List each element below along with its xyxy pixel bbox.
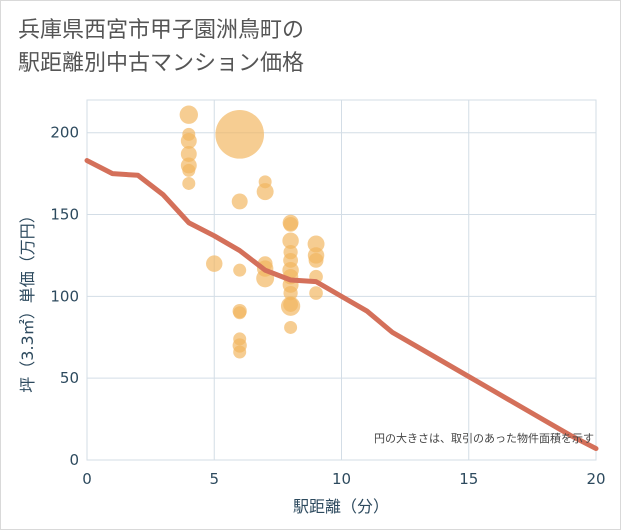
y-tick-label: 150 bbox=[50, 206, 79, 224]
data-bubble bbox=[283, 217, 298, 232]
data-bubble bbox=[233, 346, 246, 359]
y-tick-label: 0 bbox=[69, 451, 79, 469]
x-axis-ticks: 0 5 10 15 20 bbox=[82, 470, 605, 488]
data-bubble bbox=[257, 183, 274, 200]
data-bubble bbox=[182, 177, 195, 190]
x-tick-label: 20 bbox=[586, 470, 605, 488]
data-bubble bbox=[281, 297, 300, 316]
data-bubble bbox=[182, 164, 195, 177]
data-bubble bbox=[309, 253, 324, 268]
scatter-chart: 0 5 10 15 20 0 50 100 150 200 円の大きさは、取引のあった物件面積を… bbox=[0, 0, 621, 530]
y-tick-label: 100 bbox=[50, 287, 79, 305]
x-axis-title: 駅距離（分） bbox=[293, 497, 389, 516]
data-bubble bbox=[232, 193, 248, 209]
data-bubble bbox=[309, 286, 323, 300]
y-tick-label: 50 bbox=[60, 369, 79, 387]
x-tick-label: 10 bbox=[332, 470, 351, 488]
data-bubble bbox=[180, 106, 198, 124]
y-axis-title: 坪（3.3㎡）単価（万円） bbox=[18, 207, 37, 392]
data-bubble bbox=[233, 264, 246, 277]
data-bubble bbox=[206, 255, 222, 271]
data-bubble bbox=[284, 321, 297, 334]
data-bubble bbox=[215, 110, 264, 159]
x-tick-label: 15 bbox=[459, 470, 478, 488]
y-tick-label: 200 bbox=[50, 124, 79, 142]
data-bubble bbox=[233, 306, 246, 319]
bubble-size-note: 円の大きさは、取引のあった物件面積を示す bbox=[374, 431, 594, 445]
bubble-series bbox=[180, 106, 325, 359]
x-tick-label: 5 bbox=[209, 470, 219, 488]
y-axis-ticks: 0 50 100 150 200 bbox=[50, 124, 79, 469]
x-tick-label: 0 bbox=[82, 470, 92, 488]
